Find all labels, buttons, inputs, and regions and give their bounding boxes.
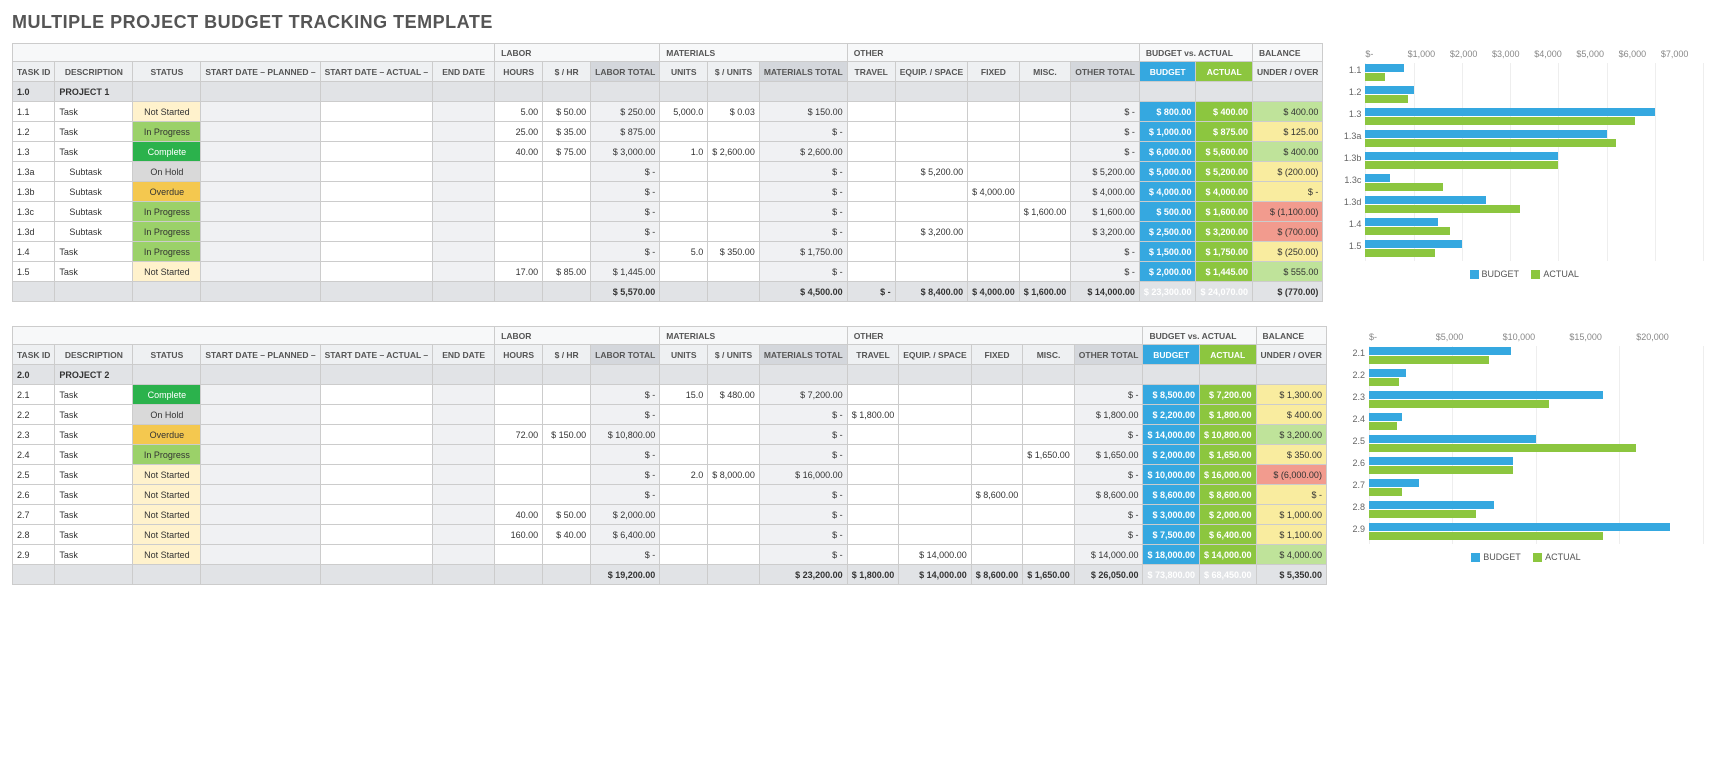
table-row: 2.7 Task Not Started 40.00$ 50.00$ 2,000… [13,505,1327,525]
chart-bar-row: 1.3c [1365,173,1703,195]
chart-legend: BUDGET ACTUAL [1335,269,1703,279]
table-row: 1.1 Task Not Started 5.00$ 50.00$ 250.00… [13,102,1323,122]
table-row: 2.9 Task Not Started $ - $ - $ 14,000.00… [13,545,1327,565]
budget-chart: $-$1,000$2,000$3,000$4,000$5,000$6,000$7… [1335,43,1703,279]
chart-bar-row: 1.5 [1365,239,1703,261]
table-row: 1.3d Subtask In Progress $ - $ - $ 3,200… [13,222,1323,242]
page-title: MULTIPLE PROJECT BUDGET TRACKING TEMPLAT… [12,12,1703,33]
chart-bar-row: 2.2 [1369,368,1703,390]
chart-bar-row: 2.1 [1369,346,1703,368]
table-row: 1.5 Task Not Started 17.00$ 85.00$ 1,445… [13,262,1323,282]
chart-bar-row: 2.4 [1369,412,1703,434]
project-table: LABOR MATERIALS OTHER BUDGET vs. ACTUAL … [12,326,1327,585]
table-row: 1.2 Task In Progress 25.00$ 35.00$ 875.0… [13,122,1323,142]
chart-bar-row: 1.2 [1365,85,1703,107]
table-row: 2.3 Task Overdue 72.00$ 150.00$ 10,800.0… [13,425,1327,445]
chart-bar-row: 2.9 [1369,522,1703,544]
table-row: 2.4 Task In Progress $ - $ - $ 1,650.00$… [13,445,1327,465]
project-table: LABOR MATERIALS OTHER BUDGET vs. ACTUAL … [12,43,1323,302]
chart-bar-row: 2.8 [1369,500,1703,522]
chart-bar-row: 1.3 [1365,107,1703,129]
chart-legend: BUDGET ACTUAL [1339,552,1703,562]
table-row: 2.8 Task Not Started 160.00$ 40.00$ 6,40… [13,525,1327,545]
budget-chart: $-$5,000$10,000$15,000$20,000 2.1 2.2 2.… [1339,326,1703,562]
table-row: 2.6 Task Not Started $ - $ - $ 8,600.00$… [13,485,1327,505]
table-row: 2.1 Task Complete $ - 15.0$ 480.00$ 7,20… [13,385,1327,405]
chart-bar-row: 2.6 [1369,456,1703,478]
table-row: 1.3b Subtask Overdue $ - $ - $ 4,000.00$… [13,182,1323,202]
chart-bar-row: 2.5 [1369,434,1703,456]
table-row: 1.3c Subtask In Progress $ - $ - $ 1,600… [13,202,1323,222]
table-row: 1.3 Task Complete 40.00$ 75.00$ 3,000.00… [13,142,1323,162]
chart-bar-row: 1.3a [1365,129,1703,151]
table-row: 1.3a Subtask On Hold $ - $ - $ 5,200.00$… [13,162,1323,182]
chart-bar-row: 1.1 [1365,63,1703,85]
chart-bar-row: 2.7 [1369,478,1703,500]
table-row: 2.2 Task On Hold $ - $ - $ 1,800.00$ 1,8… [13,405,1327,425]
chart-bar-row: 1.3d [1365,195,1703,217]
chart-bar-row: 2.3 [1369,390,1703,412]
chart-bar-row: 1.4 [1365,217,1703,239]
table-row: 2.5 Task Not Started $ - 2.0$ 8,000.00$ … [13,465,1327,485]
chart-bar-row: 1.3b [1365,151,1703,173]
table-row: 1.4 Task In Progress $ - 5.0$ 350.00$ 1,… [13,242,1323,262]
